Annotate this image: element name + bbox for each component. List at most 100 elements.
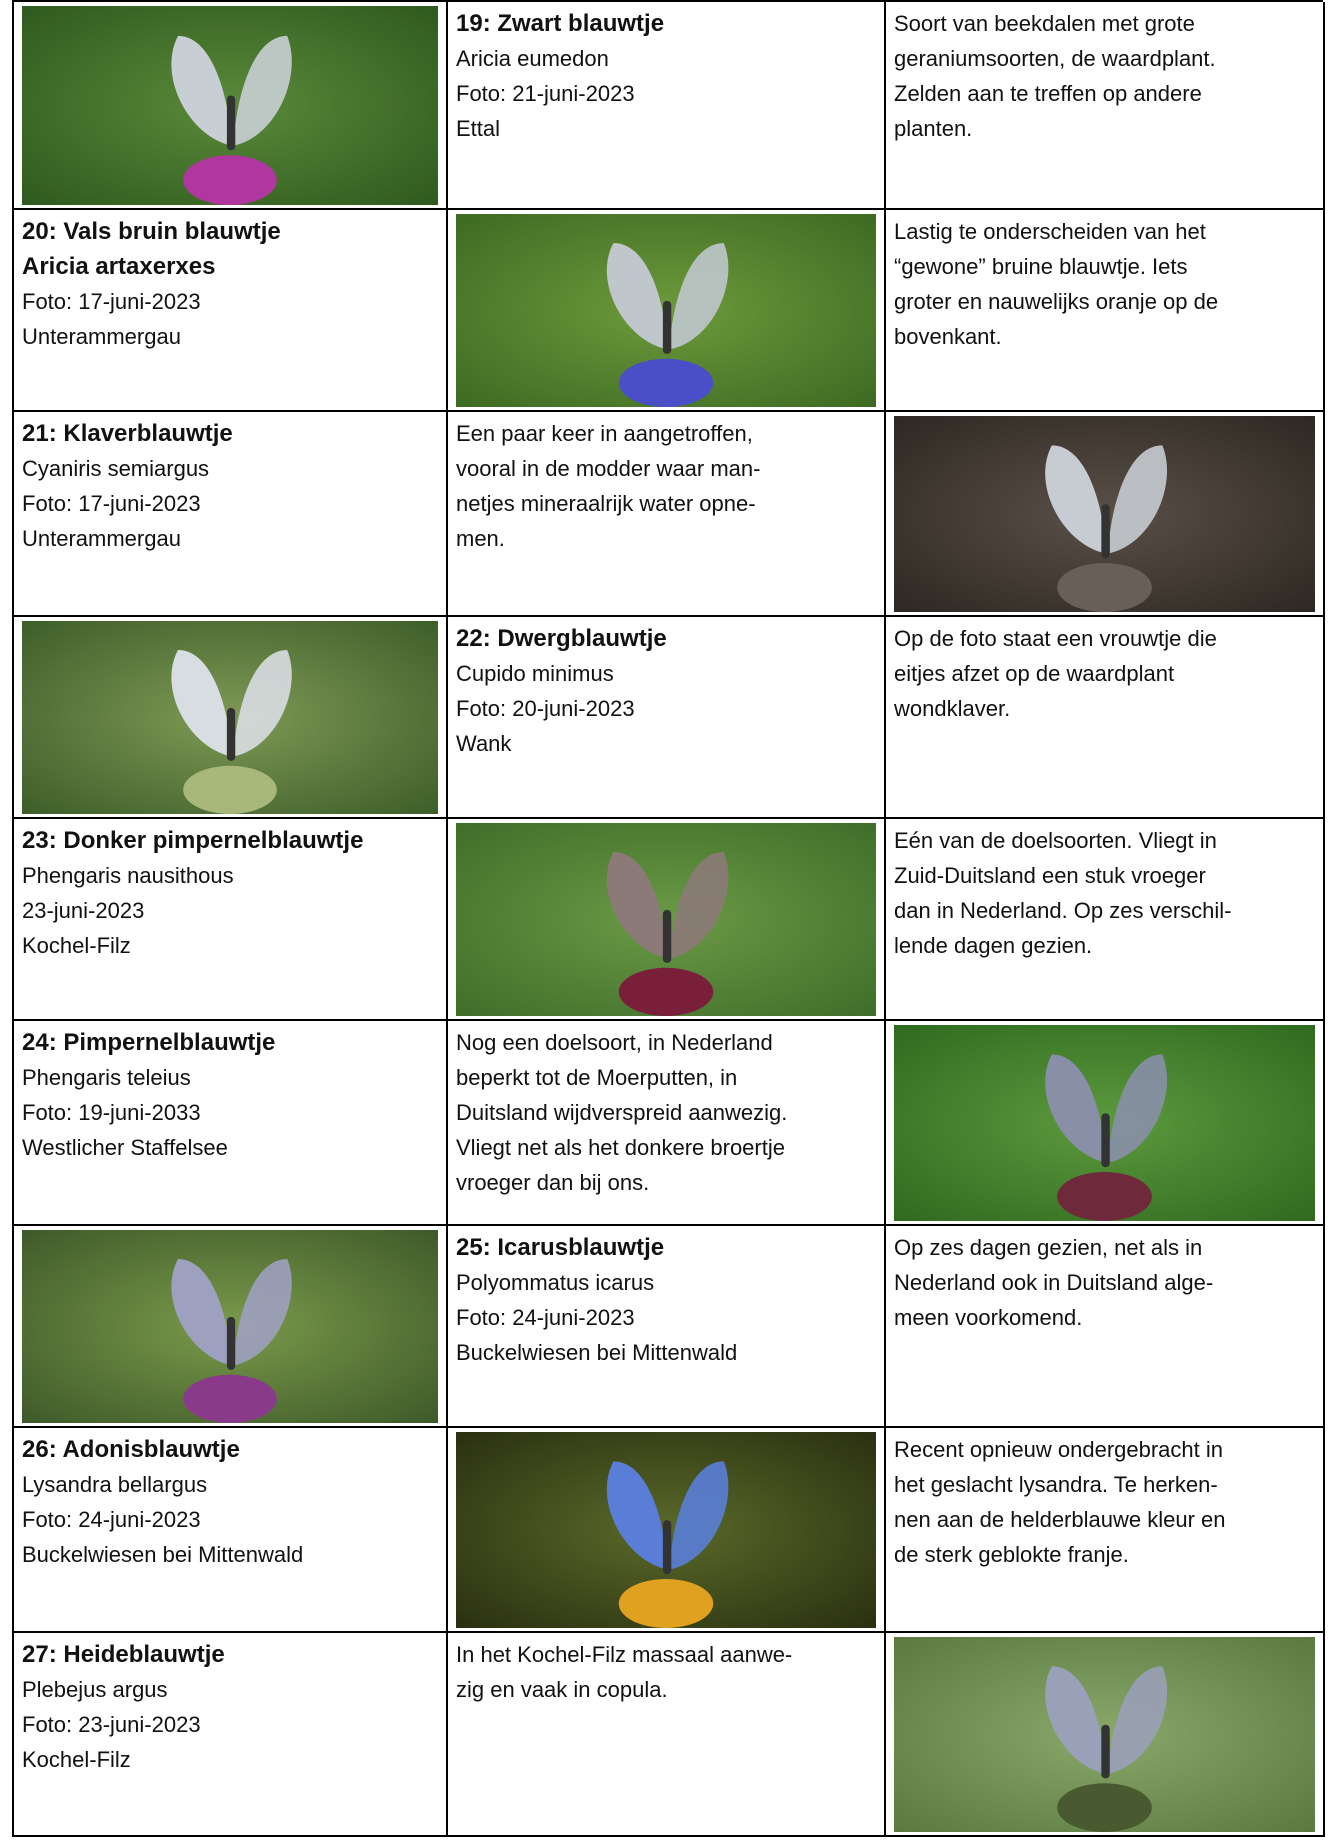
- description-line: de sterk geblokte franje.: [894, 1542, 1129, 1567]
- species-detail: Wank: [456, 731, 512, 756]
- description-line: netjes mineraalrijk water opne-: [456, 491, 756, 516]
- species-detail: Phengaris nausithous: [22, 863, 234, 888]
- description-cell: Eén van de doelsoorten. Vliegt in Zuid-Du…: [886, 819, 1325, 1021]
- description-line: geraniumsoorten, de waardplant.: [894, 46, 1216, 71]
- species-detail: Aricia eumedon: [456, 46, 609, 71]
- description-cell: Nog een doelsoort, in Nederland beperkt t…: [448, 1021, 886, 1226]
- photo: [456, 823, 876, 1016]
- photo: [22, 621, 438, 814]
- species-detail: Buckelwiesen bei Mittenwald: [456, 1340, 738, 1365]
- species-title: 24: Pimpernelblauwtje: [22, 1029, 276, 1056]
- photo-cell: [886, 412, 1325, 617]
- description-line: Soort van beekdalen met grote: [894, 11, 1195, 36]
- species-detail: Foto: 24-juni-2023: [22, 1507, 201, 1532]
- species-detail: Westlicher Staffelsee: [22, 1135, 228, 1160]
- species-detail: Buckelwiesen bei Mittenwald: [22, 1542, 304, 1567]
- species-title: 22: Dwergblauwtje: [456, 625, 667, 652]
- species-detail: Lysandra bellargus: [22, 1472, 208, 1497]
- species-detail: Unterammergau: [22, 324, 181, 349]
- description-line: Lastig te onderscheiden van het: [894, 219, 1206, 244]
- species-detail: Foto: 23-juni-2023: [22, 1712, 201, 1737]
- description-cell: Recent opnieuw ondergebracht in het gesla…: [886, 1428, 1325, 1633]
- species-cell: 20: Vals bruin blauwtje Aricia artaxerxes…: [14, 210, 448, 412]
- species-detail: Unterammergau: [22, 526, 181, 551]
- species-title: 19: Zwart blauwtje: [456, 10, 665, 37]
- species-detail: Foto: 21-juni-2023: [456, 81, 635, 106]
- species-cell: 24: Pimpernelblauwtje Phengaris teleius Fo…: [14, 1021, 448, 1226]
- photo-cell: [448, 819, 886, 1021]
- species-table: 19: Zwart blauwtje Aricia eumedon Foto: 21…: [12, 0, 1325, 1837]
- species-title: 20: Vals bruin blauwtje: [22, 218, 281, 245]
- photo: [456, 214, 876, 407]
- description-line: men.: [456, 526, 505, 551]
- species-cell: 19: Zwart blauwtje Aricia eumedon Foto: 21…: [448, 2, 886, 210]
- species-detail: 23-juni-2023: [22, 898, 145, 923]
- species-cell: 23: Donker pimpernelblauwtje Phengaris na…: [14, 819, 448, 1021]
- description-line: Vliegt net als het donkere broertje: [456, 1135, 785, 1160]
- species-detail: Phengaris teleius: [22, 1065, 191, 1090]
- description-cell: Op zes dagen gezien, net als in Nederland…: [886, 1226, 1325, 1428]
- photo: [456, 1432, 876, 1628]
- description-line: bovenkant.: [894, 324, 1002, 349]
- species-detail: Kochel-Filz: [22, 933, 131, 958]
- description-line: groter en nauwelijks oranje op de: [894, 289, 1219, 314]
- species-cell: 25: Icarusblauwtje Polyommatus icarus Foto…: [448, 1226, 886, 1428]
- description-line: Nederland ook in Duitsland alge-: [894, 1270, 1214, 1295]
- description-line: Op zes dagen gezien, net als in: [894, 1235, 1203, 1260]
- species-detail: Foto: 19-juni-2033: [22, 1100, 201, 1125]
- description-line: Op de foto staat een vrouwtje die: [894, 626, 1217, 651]
- description-line: Nog een doelsoort, in Nederland: [456, 1030, 773, 1055]
- description-cell: Een paar keer in aangetroffen, vooral in …: [448, 412, 886, 617]
- species-title: 26: Adonisblauwtje: [22, 1436, 240, 1463]
- species-detail: Foto: 17-juni-2023: [22, 289, 201, 314]
- photo: [894, 416, 1315, 612]
- photo-cell: [14, 2, 448, 210]
- description-line: vooral in de modder waar man-: [456, 456, 761, 481]
- species-title: 21: Klaverblauwtje: [22, 420, 233, 447]
- description-line: Eén van de doelsoorten. Vliegt in: [894, 828, 1217, 853]
- description-line: beperkt tot de Moerputten, in: [456, 1065, 738, 1090]
- description-cell: Op de foto staat een vrouwtje die eitjes …: [886, 617, 1325, 819]
- photo: [894, 1637, 1315, 1832]
- description-cell: In het Kochel-Filz massaal aanwe-zig en …: [448, 1633, 886, 1837]
- species-title: 23: Donker pimpernelblauwtje: [22, 827, 364, 854]
- species-detail: Polyommatus icarus: [456, 1270, 655, 1295]
- description-line: wondklaver.: [894, 696, 1011, 721]
- description-line: lende dagen gezien.: [894, 933, 1093, 958]
- photo-cell: [448, 1428, 886, 1633]
- photo: [894, 1025, 1315, 1221]
- photo: [22, 1230, 438, 1423]
- description-line: Recent opnieuw ondergebracht in: [894, 1437, 1224, 1462]
- photo-cell: [448, 210, 886, 412]
- description-cell: Soort van beekdalen met grote geraniumsoo…: [886, 2, 1325, 210]
- description-line: eitjes afzet op de waardplant: [894, 661, 1175, 686]
- species-detail: Foto: 17-juni-2023: [22, 491, 201, 516]
- description-line: planten.: [894, 116, 973, 141]
- species-detail: Plebejus argus: [22, 1677, 168, 1702]
- species-detail: Cupido minimus: [456, 661, 614, 686]
- species-detail: Cyaniris semiargus: [22, 456, 210, 481]
- species-detail: Foto: 24-juni-2023: [456, 1305, 635, 1330]
- species-detail: Foto: 20-juni-2023: [456, 696, 635, 721]
- species-title: 25: Icarusblauwtje: [456, 1234, 665, 1261]
- description-line: Duitsland wijdverspreid aanwezig.: [456, 1100, 788, 1125]
- description-line: zig en vaak in copula.: [456, 1677, 668, 1702]
- description-line: nen aan de helderblauwe kleur en: [894, 1507, 1226, 1532]
- species-title: 27: Heideblauwtje: [22, 1641, 225, 1668]
- species-cell: 22: Dwergblauwtje Cupido minimus Foto: 20-…: [448, 617, 886, 819]
- description-line: In het Kochel-Filz massaal aanwe-: [456, 1642, 793, 1667]
- description-cell: Lastig te onderscheiden van het “gewone” …: [886, 210, 1325, 412]
- photo-cell: [14, 617, 448, 819]
- description-line: Een paar keer in aangetroffen,: [456, 421, 753, 446]
- species-detail: Ettal: [456, 116, 501, 141]
- species-cell: 26: Adonisblauwtje Lysandra bellargus Foto…: [14, 1428, 448, 1633]
- description-line: vroeger dan bij ons.: [456, 1170, 650, 1195]
- description-line: Zuid-Duitsland een stuk vroeger: [894, 863, 1206, 888]
- species-title: Aricia artaxerxes: [22, 253, 216, 280]
- species-cell: 21: Klaverblauwtje Cyaniris semiargus Foto…: [14, 412, 448, 617]
- photo-cell: [886, 1021, 1325, 1226]
- species-detail: Kochel-Filz: [22, 1747, 131, 1772]
- description-line: het geslacht lysandra. Te herken-: [894, 1472, 1218, 1497]
- description-line: dan in Nederland. Op zes verschil-: [894, 898, 1232, 923]
